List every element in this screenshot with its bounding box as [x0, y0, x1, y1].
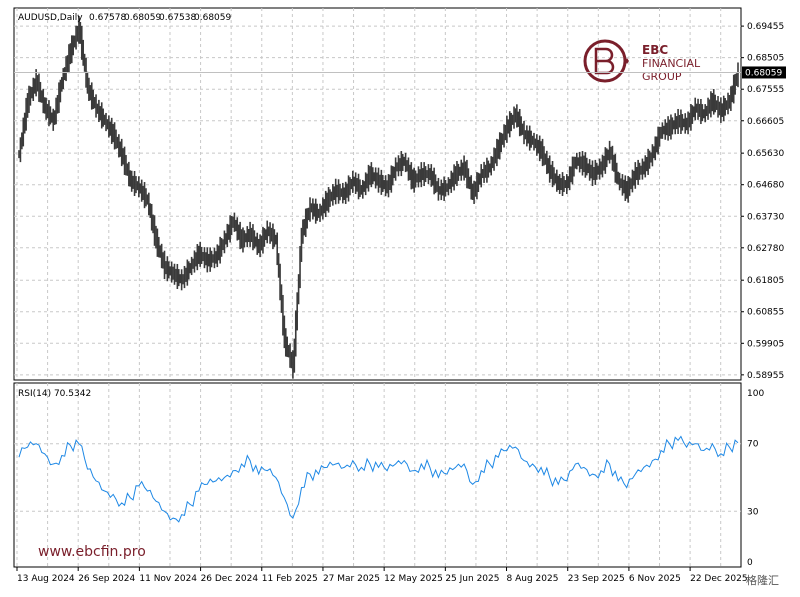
rsi-tick-label: 100	[747, 389, 764, 399]
rsi-tick-label: 0	[747, 558, 753, 568]
y-tick-label: 0.60855	[747, 308, 784, 318]
rsi-panel-frame	[13, 382, 742, 568]
x-tick-label: 27 Mar 2025	[323, 574, 380, 584]
y-tick-label: 0.61805	[747, 276, 784, 286]
ohlc-low: 0.67538	[159, 13, 196, 23]
rsi-label: RSI(14) 70.5342	[18, 389, 91, 399]
current-price-box	[742, 66, 786, 79]
x-tick-label: 25 Jun 2025	[445, 574, 499, 584]
y-tick-label: 0.65630	[747, 149, 784, 159]
brand-name-3: GROUP	[642, 70, 682, 83]
rsi-line	[18, 435, 739, 523]
watermark-url: www.ebcfin.pro	[38, 544, 146, 560]
rsi-y-axis: 100 70 30 0	[747, 389, 764, 568]
x-tick-label: 26 Dec 2024	[201, 574, 259, 584]
y-tick-label: 0.67555	[747, 85, 784, 95]
symbol-label: AUDUSD,Daily	[18, 13, 83, 23]
x-tick-label: 8 Aug 2025	[507, 574, 559, 584]
x-tick-label: 23 Sep 2025	[568, 574, 625, 584]
ohlc-close: 0.68059	[194, 13, 231, 23]
rsi-tick-label: 30	[747, 507, 759, 517]
rsi-series-line	[18, 435, 739, 523]
y-tick-label: 0.66605	[747, 117, 784, 127]
ebc-logo: EBC FINANCIAL GROUP	[583, 39, 701, 83]
brand-name-1: EBC	[642, 43, 668, 57]
x-tick-label: 13 Aug 2024	[17, 574, 75, 584]
rsi-tick-label: 70	[747, 440, 759, 450]
ohlc-open: 0.67578	[89, 13, 126, 23]
current-price-label: 0.68059	[745, 68, 782, 78]
y-tick-label: 0.64680	[747, 181, 784, 191]
brand-name-2: FINANCIAL	[642, 57, 701, 70]
price-panel-frame	[13, 7, 742, 381]
x-tick-label: 12 May 2025	[384, 574, 443, 584]
y-tick-label: 0.68505	[747, 54, 784, 64]
ohlc-high: 0.68059	[124, 13, 161, 23]
y-tick-label: 0.62780	[747, 244, 784, 254]
current-price-marker: 0.68059	[14, 66, 786, 79]
corner-watermark: 格隆汇	[746, 573, 779, 587]
x-tick-label: 6 Nov 2025	[629, 574, 681, 584]
y-tick-label: 0.58955	[747, 371, 784, 381]
x-tick-label: 11 Nov 2024	[139, 574, 197, 584]
grid	[14, 8, 741, 567]
logo-spark-icon	[625, 58, 629, 64]
x-tick-label: 22 Dec 2025	[690, 574, 748, 584]
y-tick-label: 0.69455	[747, 22, 784, 32]
price-y-axis: 0.69455 0.68505 0.67555 0.66605 0.65630 0.646…	[741, 22, 784, 381]
price-bars	[18, 15, 739, 379]
x-tick-label: 11 Feb 2025	[262, 574, 318, 584]
logo-letters-icon	[594, 47, 615, 75]
y-tick-label: 0.59905	[747, 339, 784, 349]
y-tick-label: 0.63730	[747, 212, 784, 222]
x-tick-label: 26 Sep 2024	[78, 574, 135, 584]
x-axis: 13 Aug 2024 26 Sep 2024 11 Nov 2024 26 Dec …	[16, 567, 748, 584]
